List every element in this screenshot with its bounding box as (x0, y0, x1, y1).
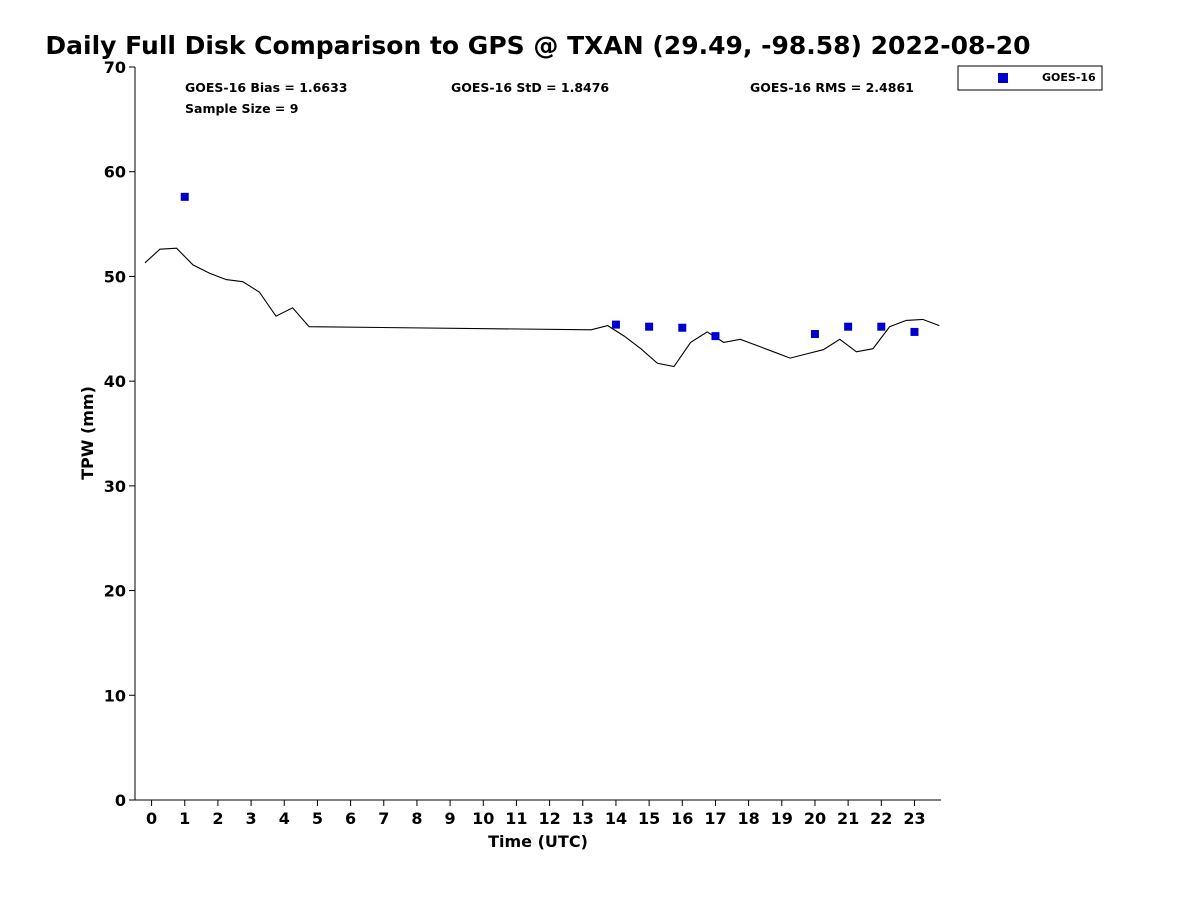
goes-16-point (645, 322, 654, 331)
x-tick-label: 12 (538, 809, 560, 828)
x-tick-label: 18 (737, 809, 759, 828)
x-tick-label: 15 (638, 809, 660, 828)
x-tick-label: 23 (903, 809, 925, 828)
bias-stat: GOES-16 Bias = 1.6633 (185, 80, 347, 95)
x-tick-label: 19 (771, 809, 793, 828)
x-tick-label: 7 (378, 809, 389, 828)
y-tick-label: 30 (104, 477, 126, 496)
goes-16-point (877, 322, 886, 331)
sample-size-stat: Sample Size = 9 (185, 101, 298, 116)
x-tick-label: 13 (572, 809, 594, 828)
y-tick-label: 50 (104, 267, 126, 286)
y-tick-label: 20 (104, 582, 126, 601)
x-tick-label: 8 (411, 809, 422, 828)
x-axis-label: Time (UTC) (488, 832, 588, 851)
x-tick-label: 17 (704, 809, 726, 828)
goes-16-point (810, 330, 819, 339)
x-tick-label: 21 (837, 809, 859, 828)
y-tick-label: 40 (104, 372, 126, 391)
rms-stat: GOES-16 RMS = 2.4861 (750, 80, 914, 95)
goes-16-point (678, 323, 687, 332)
goes-16-point (711, 332, 720, 341)
points-layer (180, 192, 919, 341)
x-tick-label: 3 (246, 809, 257, 828)
x-tick-label: 0 (146, 809, 157, 828)
goes-16-point (844, 322, 853, 331)
goes-16-point (180, 192, 189, 201)
y-tick-label: 70 (104, 58, 126, 77)
gps-tpw-line (144, 247, 940, 368)
goes-16-point (611, 320, 620, 329)
x-tick-label: 16 (671, 809, 693, 828)
x-tick-label: 4 (279, 809, 290, 828)
legend-entry-goes-16: GOES-16 (1042, 71, 1096, 84)
y-axis-label: TPW (mm) (78, 386, 97, 480)
x-tick-label: 5 (312, 809, 323, 828)
x-tick-label: 11 (505, 809, 527, 828)
legend: GOES-16 (957, 65, 1103, 91)
legend-box (957, 65, 1103, 91)
x-tick-label: 14 (605, 809, 627, 828)
x-tick-label: 9 (445, 809, 456, 828)
y-tick-label: 0 (115, 791, 126, 810)
gps-line-layer (144, 247, 940, 368)
y-tick-label: 60 (104, 163, 126, 182)
x-tick-label: 10 (472, 809, 494, 828)
legend-marker-goes-16 (998, 73, 1008, 83)
x-tick-label: 6 (345, 809, 356, 828)
x-tick-label: 1 (179, 809, 190, 828)
x-tick-label: 22 (870, 809, 892, 828)
goes-16-point (910, 327, 919, 336)
x-tick-label: 20 (804, 809, 826, 828)
std-stat: GOES-16 StD = 1.8476 (451, 80, 609, 95)
y-tick-label: 10 (104, 686, 126, 705)
chart-title: Daily Full Disk Comparison to GPS @ TXAN… (45, 31, 1030, 60)
axes: 0 1 2 3 4 5 6 7 8 9 10 11 12 13 14 15 16 17 18 19 20 21 22 2301… (104, 58, 941, 828)
x-tick-label: 2 (212, 809, 223, 828)
